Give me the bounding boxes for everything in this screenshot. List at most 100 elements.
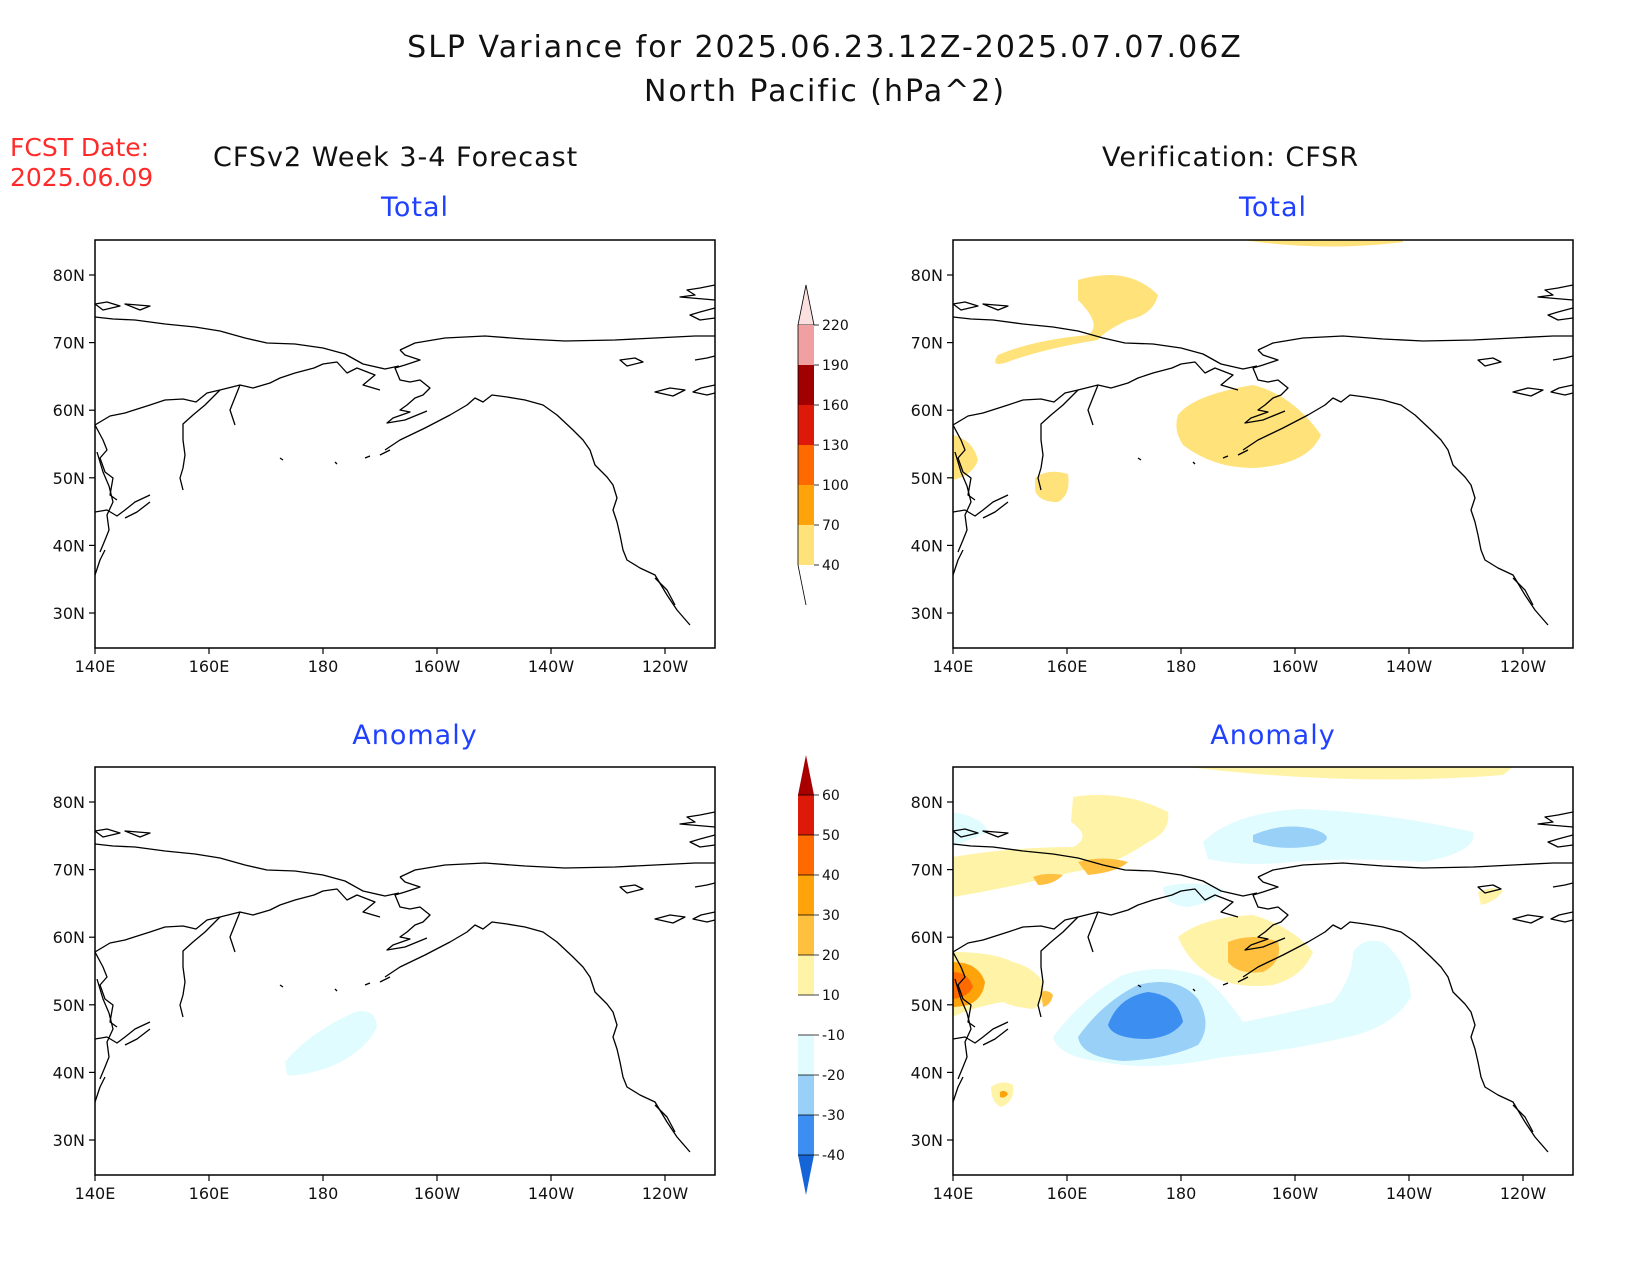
colorbar-anomaly-label: -40 [822, 1148, 845, 1164]
colorbar-anomaly-label: 50 [822, 828, 840, 844]
y-tick-label: 50N [53, 996, 85, 1015]
colorbar-total-label: 100 [822, 478, 849, 494]
x-tick-label: 140E [75, 1184, 116, 1203]
y-tick-label: 70N [911, 861, 943, 880]
colorbar-anomaly-label: 60 [822, 788, 840, 804]
colorbar-total-swatch [798, 405, 814, 445]
x-tick-label: 120W [1500, 657, 1547, 676]
colorbar-total-swatch [797, 284, 815, 326]
verification-anomaly-subtitle: Anomaly [1210, 720, 1336, 751]
colorbar-total-swatch [798, 525, 814, 565]
x-tick-label: 140W [528, 657, 575, 676]
colorbar-total-label: 160 [822, 398, 849, 414]
colorbar-anomaly-swatch [798, 1115, 814, 1155]
x-tick-label: 140W [1386, 1184, 1433, 1203]
colorbar-anomaly: 60 50 40 30 20 10 -10 -20 -30 -40 [798, 755, 845, 1195]
chart-title: SLP Variance for 2025.06.23.12Z-2025.07.… [407, 30, 1243, 65]
fcst-date-label: FCST Date: [10, 133, 150, 162]
colorbar-anomaly-swatch [798, 835, 814, 875]
forecast-column-header: CFSv2 Week 3-4 Forecast [213, 142, 579, 173]
verification-anomaly-panel: 140E 160E 180 160W 140W 120W 80N 70N 60N 50N 40N 30… [911, 766, 1574, 1203]
verification-total-panel: 140E 160E 180 160W 140W 120W 80N 70N 60N 50N 40N 30… [911, 239, 1574, 676]
forecast-total-panel: 140E 160E 180 160W 140W 120W 80N 70N 60N 50N 40N 30… [53, 239, 716, 676]
colorbar-anomaly-label: -20 [822, 1068, 845, 1084]
colorbar-total: 220 190 160 130 100 70 40 [797, 284, 849, 606]
y-tick-label: 40N [53, 536, 85, 555]
x-tick-label: 140E [75, 657, 116, 676]
y-tick-label: 30N [911, 1131, 943, 1150]
y-tick-label: 30N [911, 604, 943, 623]
y-tick-label: 70N [911, 334, 943, 353]
colorbar-total-swatch [798, 485, 814, 525]
colorbar-anomaly-swatch [798, 795, 814, 835]
colorbar-anomaly-label: 30 [822, 908, 840, 924]
colorbar-anomaly-label: -30 [822, 1108, 845, 1124]
forecast-anomaly-subtitle: Anomaly [352, 720, 478, 751]
colorbar-anomaly-label: 20 [822, 948, 840, 964]
colorbar-total-swatch [798, 365, 814, 405]
y-tick-label: 30N [53, 604, 85, 623]
y-tick-label: 50N [911, 996, 943, 1015]
colorbar-total-label: 130 [822, 438, 849, 454]
x-tick-label: 120W [1500, 1184, 1547, 1203]
y-tick-label: 60N [911, 928, 943, 947]
x-tick-label: 140E [933, 657, 974, 676]
x-tick-label: 180 [308, 657, 339, 676]
y-tick-label: 50N [911, 469, 943, 488]
y-tick-label: 80N [911, 266, 943, 285]
y-tick-label: 30N [53, 1131, 85, 1150]
x-tick-label: 160W [1272, 1184, 1319, 1203]
y-tick-label: 60N [53, 401, 85, 420]
fcst-date-value: 2025.06.09 [10, 163, 154, 192]
x-tick-label: 180 [1166, 657, 1197, 676]
y-tick-label: 40N [911, 1063, 943, 1082]
colorbar-anomaly-swatch [798, 1075, 814, 1115]
colorbar-total-label: 70 [822, 518, 840, 534]
verification-column-header: Verification: CFSR [1102, 142, 1360, 173]
chart-subtitle: North Pacific (hPa^2) [643, 74, 1007, 109]
colorbar-anomaly-label: 40 [822, 868, 840, 884]
y-tick-label: 80N [53, 266, 85, 285]
colorbar-anomaly-swatch [798, 955, 814, 995]
x-tick-label: 180 [308, 1184, 339, 1203]
colorbar-total-swatch [798, 325, 814, 365]
colorbar-anomaly-swatch [798, 915, 814, 955]
y-tick-label: 50N [53, 469, 85, 488]
colorbar-anomaly-swatch [798, 875, 814, 915]
colorbar-anomaly-label: -10 [822, 1028, 845, 1044]
x-tick-label: 160E [189, 1184, 230, 1203]
colorbar-total-label: 220 [822, 318, 849, 334]
verification-total-subtitle: Total [1238, 192, 1308, 223]
colorbar-anomaly-label: 10 [822, 988, 840, 1004]
x-tick-label: 160W [414, 1184, 461, 1203]
x-tick-label: 160W [414, 657, 461, 676]
y-tick-label: 70N [53, 334, 85, 353]
colorbar-total-label: 40 [822, 558, 840, 574]
colorbar-total-swatch [798, 445, 814, 485]
x-tick-label: 140E [933, 1184, 974, 1203]
x-tick-label: 140W [1386, 657, 1433, 676]
x-tick-label: 120W [642, 657, 689, 676]
forecast-anomaly-panel: 140E 160E 180 160W 140W 120W 80N 70N 60N 50N 40N 30… [53, 766, 716, 1203]
x-tick-label: 140W [528, 1184, 575, 1203]
x-tick-label: 160E [1047, 657, 1088, 676]
y-tick-label: 60N [53, 928, 85, 947]
y-tick-label: 70N [53, 861, 85, 880]
x-tick-label: 120W [642, 1184, 689, 1203]
y-tick-label: 80N [911, 793, 943, 812]
y-tick-label: 40N [53, 1063, 85, 1082]
x-tick-label: 160E [189, 657, 230, 676]
x-tick-label: 160E [1047, 1184, 1088, 1203]
colorbar-anomaly-swatch [798, 755, 814, 795]
forecast-total-subtitle: Total [380, 192, 450, 223]
x-tick-label: 180 [1166, 1184, 1197, 1203]
y-tick-label: 40N [911, 536, 943, 555]
y-tick-label: 80N [53, 793, 85, 812]
y-tick-label: 60N [911, 401, 943, 420]
colorbar-anomaly-swatch [798, 1155, 814, 1195]
x-tick-label: 160W [1272, 657, 1319, 676]
colorbar-anomaly-swatch [798, 1035, 814, 1075]
colorbar-anomaly-swatch [798, 995, 814, 1035]
colorbar-total-label: 190 [822, 358, 849, 374]
